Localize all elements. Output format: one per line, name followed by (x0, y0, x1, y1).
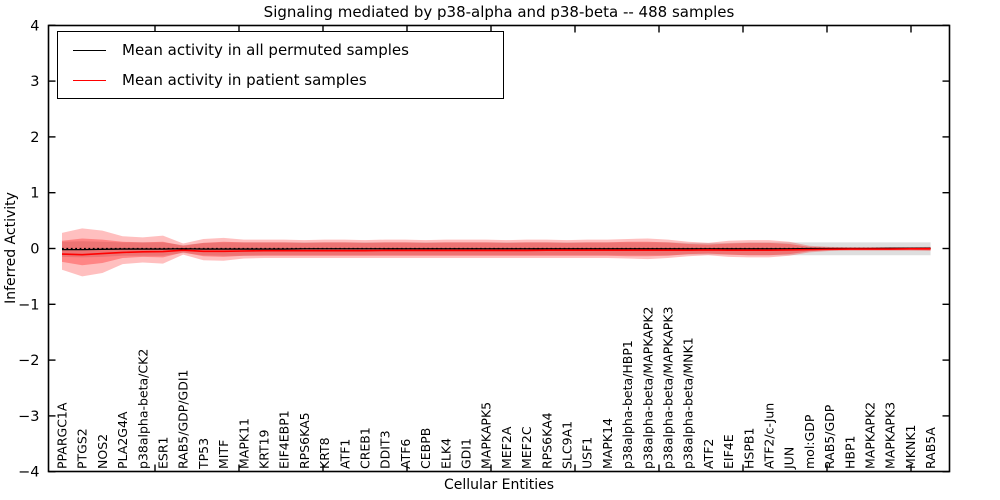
x-tick-label: KRT19 (257, 429, 272, 469)
x-tick-label: RAB5A (923, 427, 938, 469)
x-tick-label: JUN (782, 447, 797, 470)
x-tick-label: ESR1 (156, 437, 171, 469)
x-axis-label: Cellular Entities (443, 477, 555, 493)
x-tick-label: USF1 (580, 437, 595, 469)
legend-label-permuted: Mean activity in all permuted samples (122, 41, 409, 59)
x-tick-label: RPS6KA5 (297, 412, 312, 469)
legend-entry-patient: Mean activity in patient samples (58, 68, 503, 92)
x-tick-label: ATF2/c-Jun (762, 403, 777, 469)
x-tick-label: TP53 (196, 438, 211, 470)
x-tick-label: CREB1 (358, 427, 373, 469)
x-tick-label: HBP1 (842, 436, 857, 469)
x-tick-label: p38alpha-beta/MNK1 (681, 337, 696, 469)
permuted-line-sample (73, 49, 106, 51)
x-tick-label: PTGS2 (75, 428, 90, 469)
x-tick-label: MKNK1 (903, 425, 918, 469)
x-tick-label: p38alpha-beta/MAPKAPK3 (661, 307, 676, 470)
y-tick-label: 1 (30, 186, 39, 202)
x-tick-label: GDI1 (459, 438, 474, 469)
legend-entry-permuted: Mean activity in all permuted samples (58, 38, 503, 62)
patient-line-sample (73, 79, 106, 81)
x-tick-label: MEF2A (499, 426, 514, 469)
chart-title: Signaling mediated by p38-alpha and p38-… (263, 3, 735, 21)
y-tick-label: 2 (30, 130, 39, 146)
x-tick-label: MEF2C (519, 426, 534, 469)
permuted-mean-line (62, 247, 931, 251)
y-tick-label: 4 (30, 18, 39, 34)
x-tick-label: ATF6 (398, 439, 413, 469)
x-tick-label: p38alpha-beta/HBP1 (620, 340, 635, 469)
x-tick-label: RAB5/GDP (822, 404, 837, 469)
y-tick-label: 0 (30, 242, 39, 258)
x-tick-label: KRT8 (317, 437, 332, 469)
x-tick-label: MAPK11 (236, 418, 251, 469)
x-tick-label: DDIT3 (378, 430, 393, 469)
x-tick-label: EIF4E (721, 434, 736, 469)
x-tick-label: MAPKAPK2 (863, 402, 878, 469)
x-tick-label: EIF4EBP1 (277, 410, 292, 469)
legend-label-patient: Mean activity in patient samples (122, 71, 367, 89)
y-tick-label: −2 (18, 353, 39, 369)
y-tick-label: −3 (18, 409, 39, 425)
legend: Mean activity in all permuted samples Me… (57, 31, 504, 99)
x-tick-label: MAPKAPK3 (883, 402, 898, 469)
y-tick-label: −1 (18, 297, 39, 313)
x-tick-label: p38alpha-beta/CK2 (135, 349, 150, 469)
x-tick-label: CEBPB (418, 428, 433, 469)
x-tick-label: HSPB1 (741, 428, 756, 469)
x-tick-label: ELK4 (438, 438, 453, 469)
x-tick-label: mol:GDP (802, 414, 817, 469)
x-tick-label: SLC9A1 (560, 421, 575, 469)
x-tick-label: RAB5/GDP/GDI1 (176, 370, 191, 469)
x-tick-label: ATF2 (701, 439, 716, 469)
x-tick-label: ATF1 (337, 439, 352, 469)
y-tick-label: 3 (30, 74, 39, 90)
x-tick-label: NOS2 (95, 434, 110, 469)
x-tick-label: MAPK14 (600, 418, 615, 469)
patient-samples-range-inner-band (62, 238, 931, 266)
x-tick-label: MAPKAPK5 (479, 402, 494, 469)
x-tick-label: PPARGC1A (55, 402, 70, 469)
x-tick-label: PLA2G4A (115, 411, 130, 469)
patient-samples-range-outer-band (62, 228, 931, 277)
x-tick-label: p38alpha-beta/MAPKAPK2 (640, 307, 655, 470)
patient-mean-line (61, 247, 931, 256)
y-tick-label: −4 (18, 465, 39, 481)
x-tick-label: MITF (216, 440, 231, 469)
x-tick-label: RPS6KA4 (539, 412, 554, 469)
